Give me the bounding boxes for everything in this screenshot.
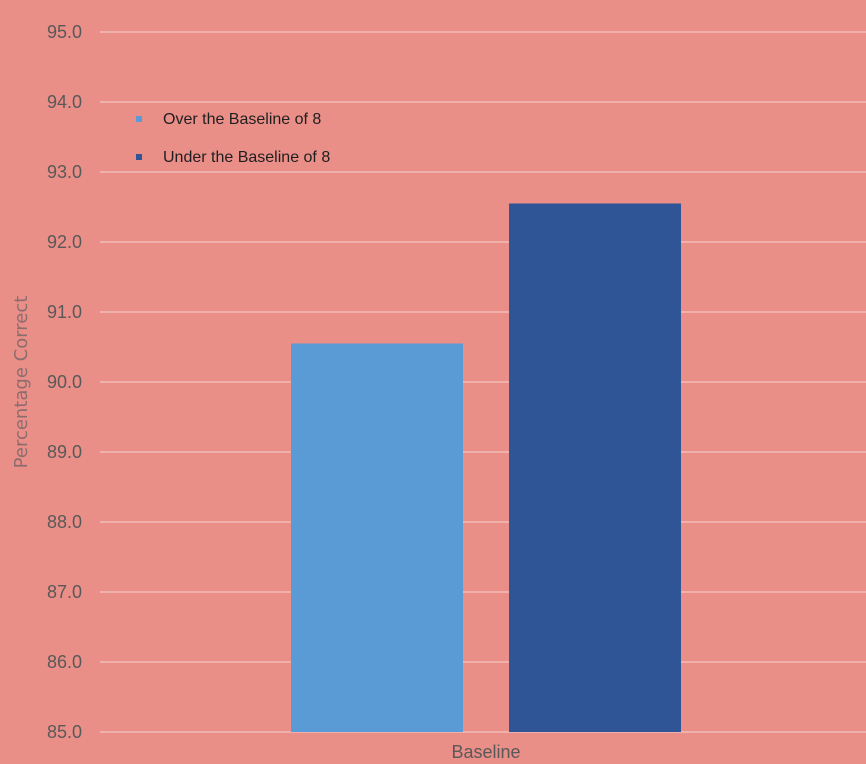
- y-tick-label: 95.0: [47, 22, 82, 42]
- y-tick-label: 92.0: [47, 232, 82, 252]
- y-tick-label: 88.0: [47, 512, 82, 532]
- y-tick-label: 93.0: [47, 162, 82, 182]
- bar: [509, 203, 681, 732]
- y-tick-label: 86.0: [47, 652, 82, 672]
- bars: [291, 203, 681, 732]
- y-tick-label: 89.0: [47, 442, 82, 462]
- y-tick-label: 90.0: [47, 372, 82, 392]
- bar: [291, 343, 463, 732]
- gridlines: [100, 31, 866, 733]
- legend: Over the Baseline of 8 Under the Baseline…: [136, 111, 330, 166]
- y-tick-label: 87.0: [47, 582, 82, 602]
- y-tick-label: 94.0: [47, 92, 82, 112]
- legend-swatch: [136, 116, 142, 122]
- y-axis-title: Percentage Correct: [11, 296, 32, 469]
- y-tick-label: 91.0: [47, 302, 82, 322]
- y-tick-label: 85.0: [47, 722, 82, 742]
- x-tick-label: Baseline: [451, 742, 520, 762]
- legend-label: Under the Baseline of 8: [163, 149, 330, 166]
- legend-swatch: [136, 154, 142, 160]
- legend-label: Over the Baseline of 8: [163, 111, 321, 128]
- x-axis-labels: Baseline: [451, 742, 520, 762]
- y-axis-ticks: 85.0 86.0 87.0 88.0 89.0 90.0 91.0 92.0 93.0 94.0…: [47, 22, 82, 742]
